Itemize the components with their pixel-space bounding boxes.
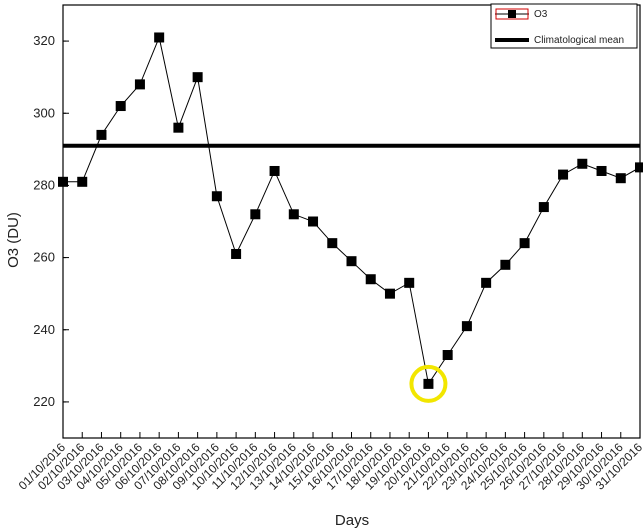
o3-data-point — [308, 216, 319, 227]
y-tick-label: 280 — [33, 177, 55, 192]
plot-frame — [62, 4, 641, 439]
o3-data-point — [250, 209, 261, 220]
axes: 22024026028030032001/10/201602/10/201603… — [16, 4, 643, 493]
o3-data-point — [192, 72, 203, 83]
o3-data-point — [173, 122, 184, 133]
o3-data-point — [346, 256, 357, 267]
o3-data-point — [423, 378, 434, 389]
o3-data-point — [96, 129, 107, 140]
o3-data-point — [288, 209, 299, 220]
o3-data-point — [231, 248, 242, 259]
o3-data-point — [115, 101, 126, 112]
o3-data-point — [577, 158, 588, 169]
x-axis-title: Days — [335, 512, 369, 529]
o3-data-point — [635, 162, 643, 173]
o3-data-point — [365, 274, 376, 285]
o3-data-point — [461, 321, 472, 332]
y-tick-label: 300 — [33, 105, 55, 120]
o3-data-point — [519, 238, 530, 249]
y-tick-label: 320 — [33, 33, 55, 48]
o3-data-point — [481, 277, 492, 288]
y-tick-label: 240 — [33, 322, 55, 337]
o3-data-point — [134, 79, 145, 90]
legend-mean-label: Climatological mean — [534, 35, 624, 46]
o3-data-point — [615, 173, 626, 184]
o3-data-point — [211, 191, 222, 202]
o3-data-point — [404, 277, 415, 288]
o3-series-line — [63, 35, 641, 386]
o3-data-point — [77, 176, 88, 187]
legend-o3-label: O3 — [534, 9, 548, 20]
minimum-highlight-circle — [409, 364, 448, 403]
o3-data-point — [442, 350, 453, 361]
o3-data-point — [154, 32, 165, 43]
y-tick-label: 260 — [33, 250, 55, 265]
o3-data-point — [596, 165, 607, 176]
legend: O3 Climatological mean — [490, 3, 638, 49]
o3-data-point — [558, 169, 569, 180]
o3-data-point — [58, 176, 68, 187]
o3-data-point — [327, 238, 338, 249]
o3-data-point — [384, 288, 395, 299]
y-axis-title: O3 (DU) — [5, 212, 22, 268]
highlight-layer — [409, 364, 448, 403]
legend-o3-marker — [508, 10, 516, 18]
o3-data-point — [269, 165, 280, 176]
series-layer — [58, 32, 643, 389]
o3-data-point — [500, 259, 511, 270]
legend-o3-marker-box — [495, 8, 529, 20]
y-tick-label: 220 — [33, 394, 55, 409]
o3-data-point — [538, 202, 549, 213]
